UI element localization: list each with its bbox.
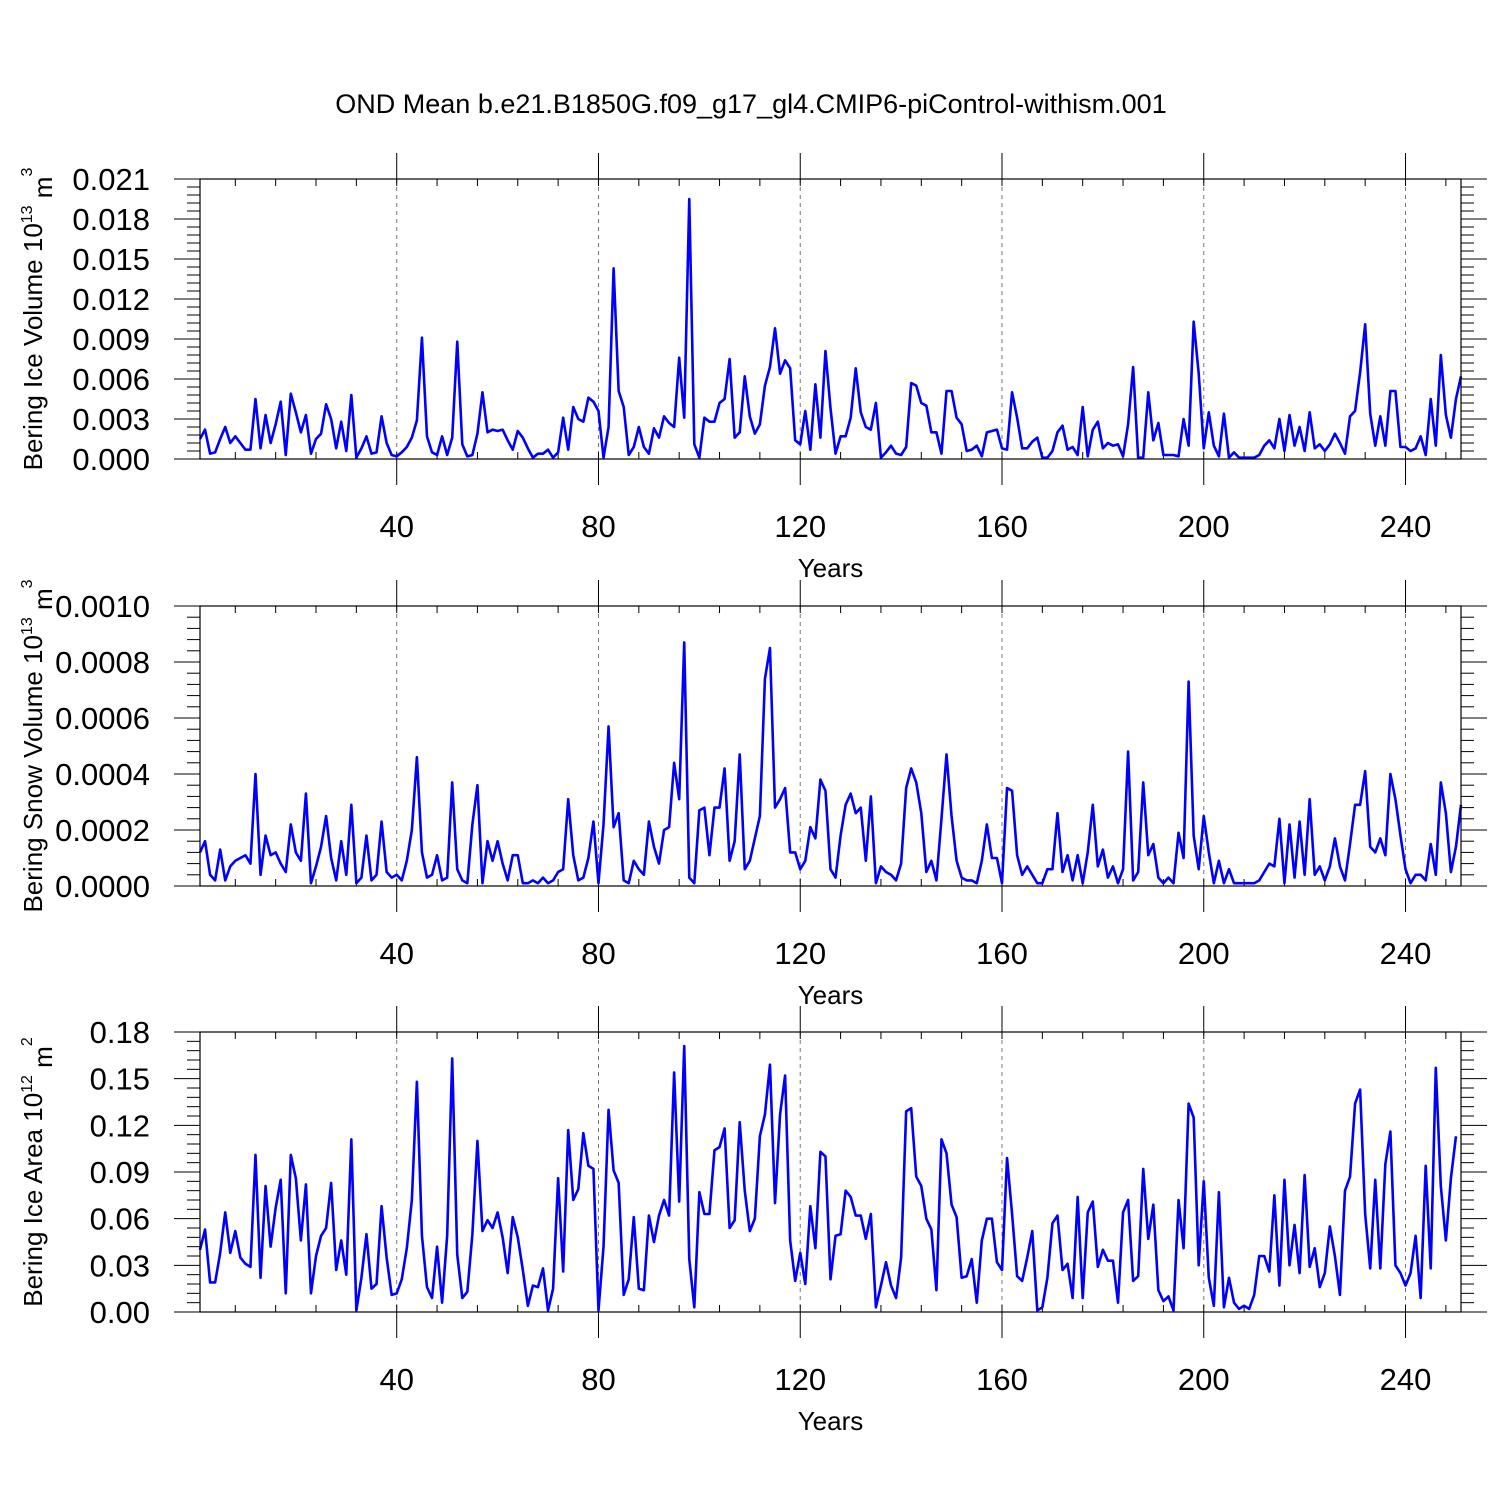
y-tick-label: 0.018 — [72, 202, 150, 237]
x-tick-label: 120 — [774, 1362, 826, 1397]
x-tick-label: 160 — [976, 509, 1028, 544]
y-axis-label-unit-exp: 2 — [19, 1037, 36, 1046]
y-tick-label: 0.0010 — [55, 589, 150, 624]
y-axis-label-unit-exp: 3 — [19, 579, 36, 588]
series-line — [198, 197, 1463, 459]
y-tick-label: 0.06 — [90, 1202, 150, 1237]
x-axis-label: Years — [798, 553, 864, 583]
panel-3: 40 80 120 160 200 240 0.00 0.03 0.06 0.09 0.12 0.15… — [18, 1006, 1487, 1436]
y-tick-label: 0.012 — [72, 282, 150, 317]
y-axis-label: Bering Snow Volume 1013 m3 — [18, 579, 58, 912]
plot-frame — [199, 1031, 1462, 1313]
series-line — [198, 1044, 1458, 1312]
y-tick-label: 0.00 — [90, 1295, 150, 1330]
y-tick-label: 0.03 — [90, 1248, 150, 1283]
y-tick-label: 0.009 — [72, 322, 150, 357]
y-tick-label: 0.021 — [72, 162, 150, 197]
x-tick-label: 200 — [1178, 1362, 1230, 1397]
y-axis-label-unit: m — [28, 1046, 58, 1075]
chart-title: OND Mean b.e21.B1850G.f09_g17_gl4.CMIP6-… — [335, 89, 1166, 119]
x-axis-label: Years — [798, 1406, 864, 1436]
y-axis-label-unit-exp: 3 — [19, 168, 36, 177]
x-tick-label: 120 — [774, 509, 826, 544]
x-tick-label: 80 — [581, 936, 615, 971]
y-tick-label: 0.15 — [90, 1062, 150, 1097]
plot-frame — [199, 178, 1462, 460]
x-tick-label: 120 — [774, 936, 826, 971]
y-axis-label-main: Bering Ice Volume 10 — [18, 223, 48, 470]
x-tick-label: 240 — [1380, 1362, 1432, 1397]
series-line — [198, 641, 1463, 885]
x-tick-label: 80 — [581, 509, 615, 544]
x-tick-label: 200 — [1178, 509, 1230, 544]
x-tick-label: 200 — [1178, 936, 1230, 971]
y-axis-label-unit: m — [28, 588, 58, 617]
y-tick-label: 0.0002 — [55, 813, 150, 848]
y-tick-label: 0.12 — [90, 1108, 150, 1143]
y-axis-label: Bering Ice Volume 1013 m3 — [18, 168, 58, 471]
y-tick-label: 0.015 — [72, 242, 150, 277]
x-tick-label: 80 — [581, 1362, 615, 1397]
y-tick-label: 0.0006 — [55, 701, 150, 736]
panel-2: 40 80 120 160 200 240 0.0000 0.0002 0.0004 0.0006… — [18, 579, 1487, 1010]
y-axis-label-exp: 13 — [19, 617, 36, 635]
y-axis-label-main: Bering Snow Volume 10 — [18, 635, 48, 913]
y-axis-label-unit: m — [28, 177, 58, 206]
x-tick-label: 40 — [379, 1362, 413, 1397]
y-axis-label-exp: 12 — [19, 1075, 36, 1093]
x-tick-label: 40 — [379, 509, 413, 544]
x-tick-label: 160 — [976, 936, 1028, 971]
y-tick-label: 0.0008 — [55, 645, 150, 680]
y-tick-label: 0.006 — [72, 362, 150, 397]
x-tick-label: 40 — [379, 936, 413, 971]
y-tick-label: 0.0000 — [55, 869, 150, 904]
y-tick-label: 0.18 — [90, 1015, 150, 1050]
x-tick-label: 160 — [976, 1362, 1028, 1397]
y-axis-label: Bering Ice Area 1012 m2 — [18, 1037, 58, 1307]
y-axis-label-main: Bering Ice Area 10 — [18, 1093, 48, 1307]
y-axis-label-exp: 13 — [19, 205, 36, 223]
x-tick-label: 240 — [1380, 509, 1432, 544]
y-tick-label: 0.09 — [90, 1155, 150, 1190]
x-tick-label: 240 — [1380, 936, 1432, 971]
y-tick-label: 0.003 — [72, 402, 150, 437]
y-tick-label: 0.000 — [72, 442, 150, 477]
y-tick-label: 0.0004 — [55, 757, 150, 792]
plot-frame — [199, 605, 1462, 887]
x-axis-label: Years — [798, 980, 864, 1010]
panel-1: 40 80 120 160 200 240 0.000 0.003 0.006 0.009 0.01… — [18, 153, 1487, 583]
